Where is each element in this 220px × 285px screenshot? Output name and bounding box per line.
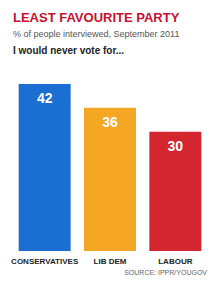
svg-text:42: 42: [37, 90, 53, 106]
svg-text:LABOUR: LABOUR: [158, 257, 192, 266]
svg-text:LIB DEM: LIB DEM: [94, 257, 127, 266]
svg-text:30: 30: [168, 138, 184, 154]
svg-text:SOURCE: IPPR/YOUGOV: SOURCE: IPPR/YOUGOV: [124, 269, 207, 276]
svg-text:LEAST FAVOURITE PARTY: LEAST FAVOURITE PARTY: [13, 10, 180, 25]
svg-text:% of people interviewed, Septe: % of people interviewed, September 2011: [13, 29, 179, 39]
svg-text:CONSERVATIVES: CONSERVATIVES: [11, 257, 79, 266]
svg-text:36: 36: [102, 114, 118, 130]
svg-text:I would never vote for...: I would never vote for...: [13, 45, 124, 56]
